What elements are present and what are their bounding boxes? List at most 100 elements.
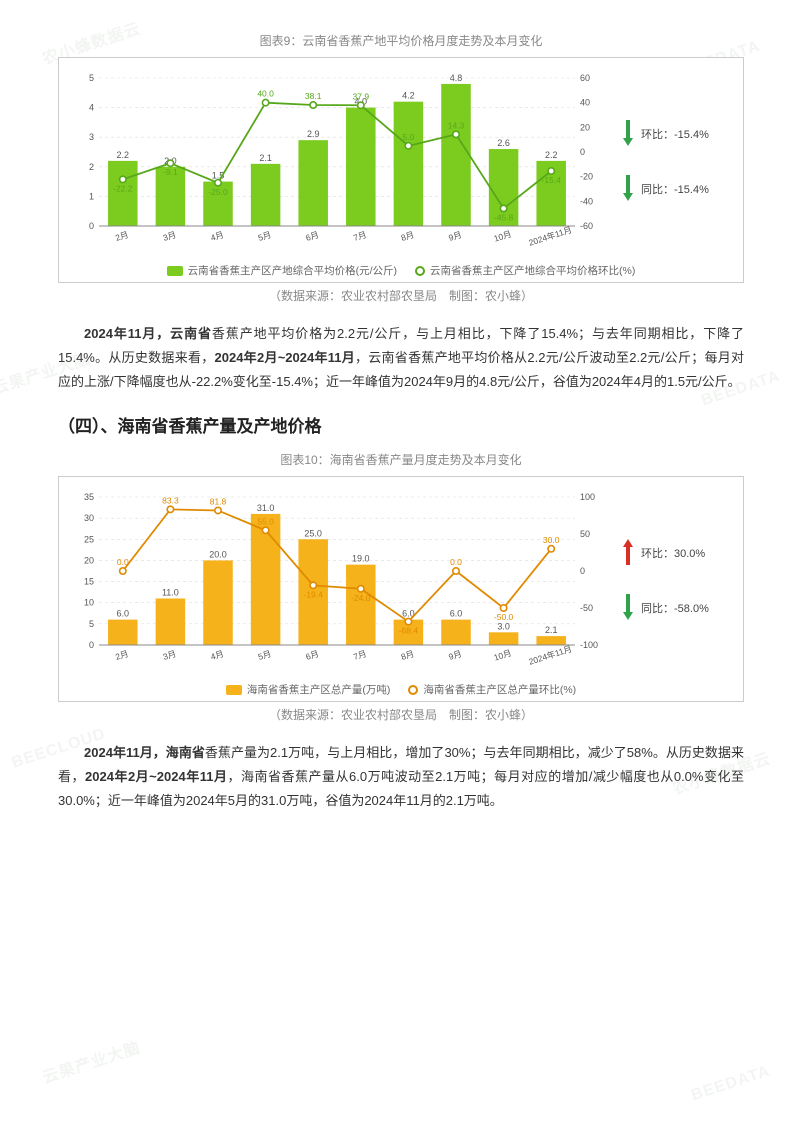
svg-text:-25.0: -25.0: [208, 187, 228, 197]
svg-text:35: 35: [84, 492, 94, 502]
svg-text:20: 20: [84, 556, 94, 566]
svg-text:-22.2: -22.2: [113, 183, 133, 193]
svg-text:19.0: 19.0: [352, 554, 370, 564]
svg-text:2.9: 2.9: [307, 129, 320, 139]
chart10-yoy: 同比：-58.0%: [621, 592, 735, 625]
legend-item-line: 海南省香蕉主产区总产量环比(%): [408, 682, 576, 697]
svg-text:5: 5: [89, 73, 94, 83]
yoy-label: 同比：: [641, 603, 674, 615]
svg-text:83.3: 83.3: [162, 495, 179, 505]
chart10-plot: 05101520253035-100-500501006.02月11.03月20…: [67, 483, 607, 678]
svg-text:-19.4: -19.4: [304, 589, 324, 599]
svg-text:-50: -50: [580, 603, 593, 613]
arrow-icon: [621, 537, 635, 570]
svg-text:3月: 3月: [162, 229, 178, 243]
svg-text:4.8: 4.8: [450, 73, 463, 83]
svg-text:40.0: 40.0: [257, 89, 274, 99]
svg-text:20.0: 20.0: [209, 550, 227, 560]
chart9-plot: 012345-60-40-2002040602.22月2.03月1.54月2.1…: [67, 64, 607, 259]
svg-text:2024年11月: 2024年11月: [527, 644, 573, 667]
svg-text:81.8: 81.8: [210, 497, 227, 507]
svg-text:6月: 6月: [304, 229, 320, 243]
svg-text:-68.4: -68.4: [399, 626, 419, 636]
svg-text:8月: 8月: [400, 229, 416, 243]
svg-text:0: 0: [89, 221, 94, 231]
svg-text:40: 40: [580, 98, 590, 108]
svg-text:100: 100: [580, 492, 595, 502]
svg-text:50: 50: [580, 529, 590, 539]
para1-bold1: 2024年11月，云南省: [84, 326, 212, 341]
svg-text:0: 0: [580, 147, 585, 157]
svg-text:4月: 4月: [209, 648, 225, 662]
svg-text:10: 10: [84, 598, 94, 608]
chart9-legend: 云南省香蕉主产区产地综合平均价格(元/公斤) 云南省香蕉主产区产地综合平均价格环…: [67, 263, 735, 278]
svg-text:5月: 5月: [257, 648, 273, 662]
svg-text:4: 4: [89, 103, 94, 113]
svg-text:5.0: 5.0: [402, 132, 414, 142]
svg-text:5: 5: [89, 619, 94, 629]
legend-item-line: 云南省香蕉主产区产地综合平均价格环比(%): [415, 263, 635, 278]
svg-text:2024年11月: 2024年11月: [527, 224, 573, 247]
svg-text:9月: 9月: [447, 229, 463, 243]
svg-text:10月: 10月: [493, 648, 513, 663]
legend-line-label: 海南省香蕉主产区总产量环比(%): [423, 682, 576, 697]
chart10-source: （数据来源：农业农村部农垦局 制图：农小蜂）: [58, 706, 744, 723]
arrow-icon: [621, 173, 635, 206]
svg-text:30.0: 30.0: [543, 535, 560, 545]
svg-text:7月: 7月: [352, 229, 368, 243]
svg-text:15: 15: [84, 577, 94, 587]
svg-text:3: 3: [89, 132, 94, 142]
svg-text:20: 20: [580, 122, 590, 132]
svg-text:-20: -20: [580, 172, 593, 182]
svg-text:5月: 5月: [257, 229, 273, 243]
watermark: 云果产业大脑: [39, 1034, 143, 1088]
svg-text:0: 0: [89, 640, 94, 650]
legend-bar-label: 云南省香蕉主产区产地综合平均价格(元/公斤): [188, 263, 397, 278]
svg-text:10月: 10月: [493, 229, 513, 244]
svg-text:1: 1: [89, 191, 94, 201]
chart10-frame: 05101520253035-100-500501006.02月11.03月20…: [58, 476, 744, 702]
svg-text:0: 0: [580, 566, 585, 576]
svg-text:11.0: 11.0: [162, 588, 179, 598]
chart9-side-metrics: 环比：-15.4% 同比：-15.4%: [621, 118, 735, 206]
svg-text:37.9: 37.9: [353, 91, 370, 101]
svg-text:-15.4: -15.4: [542, 175, 562, 185]
chart10-side-metrics: 环比：30.0% 同比：-58.0%: [621, 537, 735, 625]
svg-text:0.0: 0.0: [117, 557, 129, 567]
arrow-icon: [621, 118, 635, 151]
svg-text:31.0: 31.0: [257, 503, 275, 513]
legend-bar-label: 海南省香蕉主产区总产量(万吨): [247, 682, 391, 697]
arrow-icon: [621, 592, 635, 625]
yoy-value: -15.4%: [674, 184, 709, 196]
svg-text:-45.8: -45.8: [494, 212, 514, 222]
svg-text:2月: 2月: [114, 229, 130, 243]
svg-text:55.0: 55.0: [257, 516, 274, 526]
svg-text:3.0: 3.0: [497, 621, 510, 631]
svg-text:2.6: 2.6: [497, 138, 510, 148]
svg-text:3月: 3月: [162, 648, 178, 662]
paragraph-2: 2024年11月，海南省香蕉产量为2.1万吨，与上月相比，增加了30%；与去年同…: [58, 741, 744, 813]
svg-text:6月: 6月: [304, 648, 320, 662]
svg-text:7月: 7月: [352, 648, 368, 662]
svg-text:2.2: 2.2: [117, 150, 130, 160]
svg-text:2.2: 2.2: [545, 150, 558, 160]
chart9-mom: 环比：-15.4%: [621, 118, 735, 151]
mom-label: 环比：: [641, 548, 674, 560]
legend-line-label: 云南省香蕉主产区产地综合平均价格环比(%): [430, 263, 635, 278]
svg-text:4月: 4月: [209, 229, 225, 243]
svg-text:-24.0: -24.0: [351, 593, 371, 603]
mom-label: 环比：: [641, 129, 674, 141]
svg-text:2.1: 2.1: [545, 625, 558, 635]
svg-text:30: 30: [84, 513, 94, 523]
svg-text:-50.0: -50.0: [494, 612, 514, 622]
svg-text:-40: -40: [580, 196, 593, 206]
chart9-source: （数据来源：农业农村部农垦局 制图：农小蜂）: [58, 287, 744, 304]
svg-text:8月: 8月: [400, 648, 416, 662]
svg-text:2月: 2月: [114, 648, 130, 662]
svg-text:-60: -60: [580, 221, 593, 231]
svg-text:2.1: 2.1: [259, 153, 272, 163]
svg-text:9月: 9月: [447, 648, 463, 662]
legend-item-bar: 海南省香蕉主产区总产量(万吨): [226, 682, 391, 697]
para2-bold2: 2024年2月~2024年11月: [85, 769, 227, 784]
mom-value: -15.4%: [674, 129, 709, 141]
